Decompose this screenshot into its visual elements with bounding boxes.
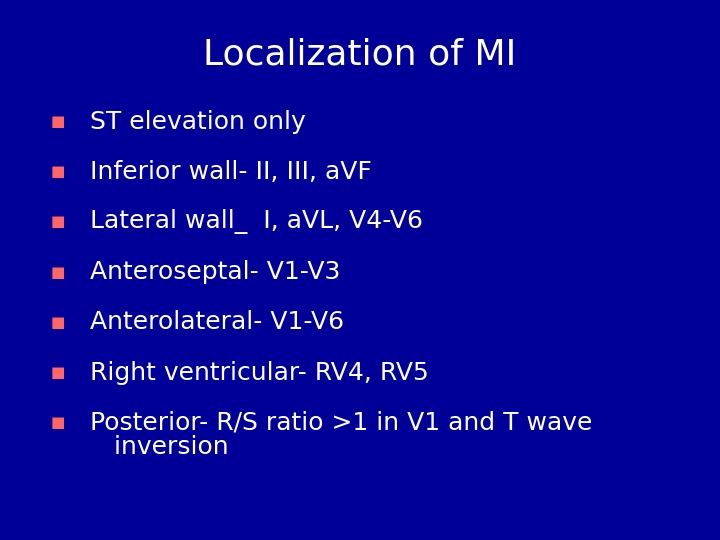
Text: Localization of MI: Localization of MI [203,38,517,72]
Text: Right ventricular- RV4, RV5: Right ventricular- RV4, RV5 [90,361,428,384]
Text: inversion: inversion [90,435,229,459]
Text: Lateral wall_  I, aVL, V4-V6: Lateral wall_ I, aVL, V4-V6 [90,210,423,234]
Text: ■: ■ [50,315,65,330]
Text: ■: ■ [50,214,65,230]
Text: ■: ■ [50,265,65,280]
Text: ■: ■ [50,114,65,129]
Text: Anterolateral- V1-V6: Anterolateral- V1-V6 [90,310,344,334]
Text: ■: ■ [50,164,65,179]
Text: Inferior wall- II, III, aVF: Inferior wall- II, III, aVF [90,160,372,184]
Text: ST elevation only: ST elevation only [90,110,306,133]
Text: ■: ■ [50,415,65,430]
Text: ■: ■ [50,365,65,380]
Text: Anteroseptal- V1-V3: Anteroseptal- V1-V3 [90,260,341,284]
Text: Posterior- R/S ratio >1 in V1 and T wave: Posterior- R/S ratio >1 in V1 and T wave [90,411,593,435]
